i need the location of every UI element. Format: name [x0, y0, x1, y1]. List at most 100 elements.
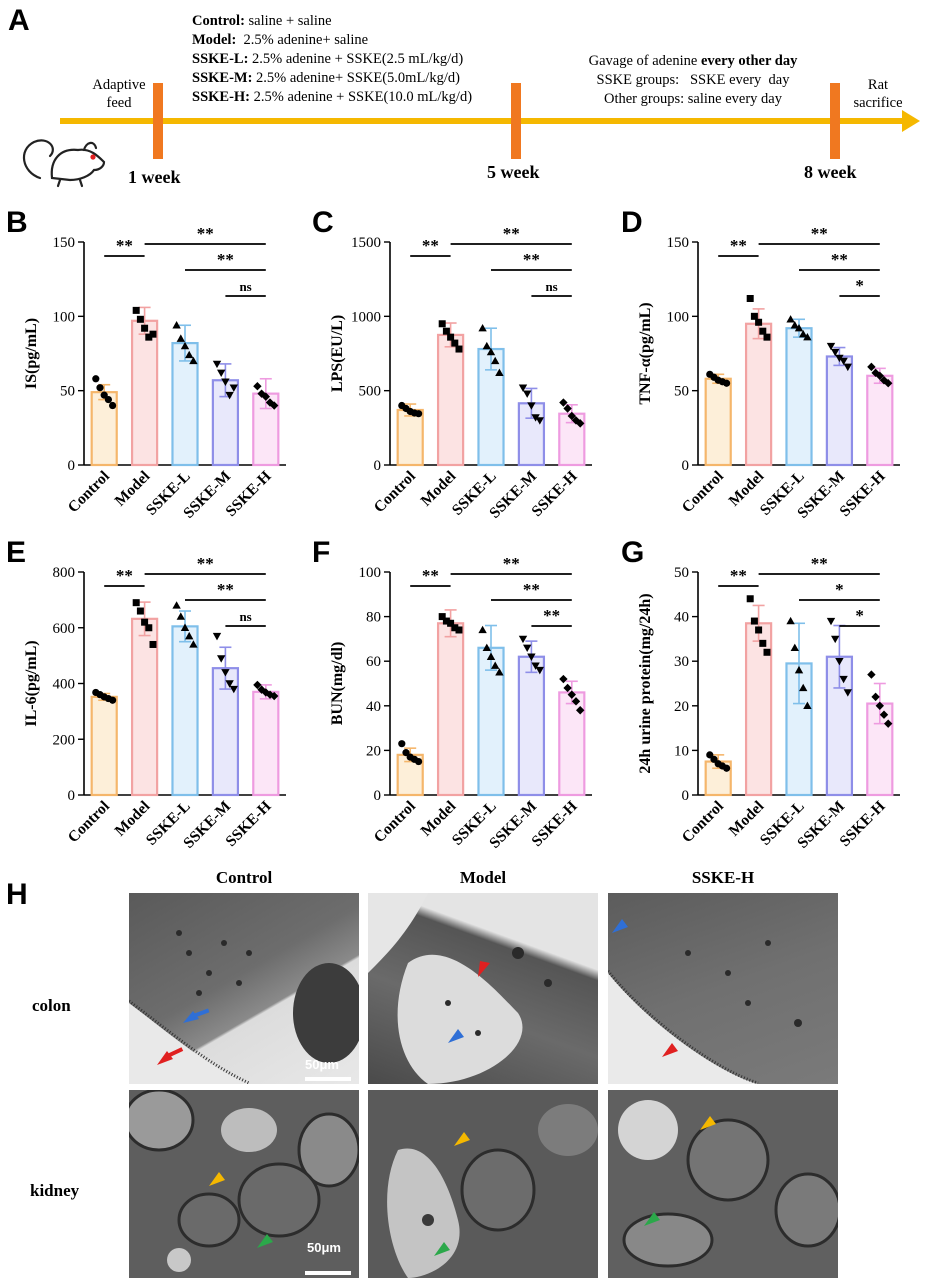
- y-tick-label: 0: [68, 788, 76, 804]
- y-tick-label: 0: [68, 458, 76, 474]
- y-axis-title: IL-6(pg/mL): [23, 640, 40, 726]
- y-tick-label: 50: [60, 384, 75, 400]
- data-point: [799, 329, 808, 338]
- data-point: [176, 334, 185, 342]
- significance-label: **: [197, 224, 214, 243]
- rat-eye-icon: [90, 154, 96, 160]
- panel-label-h: H: [6, 878, 28, 911]
- significance-label: **: [543, 606, 560, 625]
- chart-g: 0 10 20 30 40 50 24h urine protein(mg/24h) Cont…: [637, 554, 900, 852]
- gavage-label: Gavage of adenine every other day SSKE g…: [588, 53, 798, 107]
- x-tick-label: SSKE-H: [222, 798, 274, 850]
- adaptive-feed-label: Adaptive feed: [92, 77, 146, 111]
- micrograph-kidney-sske-h: [608, 1090, 838, 1278]
- data-point: [229, 384, 238, 392]
- data-point: [212, 360, 222, 369]
- data-point: [755, 318, 763, 326]
- scale-bar-label-colon: 50μm: [305, 1057, 339, 1072]
- micrograph-kidney-model: [368, 1090, 598, 1278]
- significance-label: **: [503, 554, 520, 573]
- group-model: Model: 2.5% adenine+ saline: [192, 32, 369, 48]
- data-point: [799, 683, 808, 692]
- y-tick-label: 800: [53, 565, 76, 581]
- bar: [744, 322, 773, 467]
- data-point: [831, 635, 840, 644]
- data-point: [149, 640, 157, 648]
- y-tick-label: 30: [674, 654, 689, 670]
- micrograph-colon-control-art: [129, 930, 359, 1084]
- significance-label: **: [217, 580, 234, 599]
- chart-b: 050100150IS(pg/mL)ControlModelSSKE-LSSKE…: [23, 224, 286, 520]
- panel-label-g: G: [621, 536, 645, 569]
- data-point: [527, 402, 536, 410]
- data-point: [794, 324, 804, 332]
- group-sske-m: SSKE-M: 2.5% adenine+ SSKE(5.0mL/kg/d): [192, 70, 460, 86]
- group-sske-l: SSKE-L: 2.5% adenine + SSKE(2.5 mL/kg/d): [192, 51, 464, 67]
- data-point: [398, 740, 406, 748]
- week8-marker: [830, 83, 840, 159]
- data-point: [104, 395, 112, 404]
- data-point: [180, 623, 190, 631]
- x-tick-label: Control: [679, 467, 728, 516]
- data-point: [141, 324, 149, 332]
- green-arrow-icon: [644, 1212, 660, 1226]
- significance-label: **: [422, 236, 439, 255]
- data-point: [871, 368, 880, 378]
- y-axis-title: BUN(mg/dl): [329, 642, 346, 726]
- micrograph-colon-control: 50μm: [129, 893, 359, 1084]
- x-tick-label: SSKE-H: [528, 468, 580, 520]
- data-point: [535, 417, 544, 425]
- y-tick-label: 0: [374, 788, 382, 804]
- y-axis-title: TNF-α(pg/mL): [637, 302, 654, 404]
- significance-label: **: [831, 250, 848, 269]
- x-tick-label: Control: [371, 797, 420, 846]
- data-point: [527, 653, 536, 661]
- week5-marker: [511, 83, 521, 159]
- data-point: [763, 648, 771, 656]
- data-point: [455, 626, 463, 634]
- bar: [517, 655, 546, 797]
- significance-label: *: [855, 606, 864, 625]
- data-point: [495, 368, 504, 377]
- data-point: [576, 706, 585, 715]
- week1-marker: [153, 83, 163, 159]
- bar: [90, 695, 118, 797]
- data-point: [132, 599, 140, 607]
- micrograph-colon-model: [368, 893, 598, 1084]
- data-point: [790, 643, 799, 652]
- micrograph-kidney-sske-h-art: [618, 1100, 838, 1268]
- data-point: [491, 356, 500, 365]
- bar: [171, 625, 199, 797]
- scale-bar-colon: [305, 1077, 351, 1081]
- y-tick-label: 0: [682, 458, 690, 474]
- data-point: [567, 411, 576, 421]
- data-point: [225, 391, 234, 400]
- week1-label: 1 week: [128, 167, 181, 187]
- micrograph-kidney-model-art: [387, 1104, 598, 1278]
- scale-bar-label-kidney: 50μm: [307, 1240, 341, 1255]
- data-point: [109, 696, 117, 704]
- data-point: [871, 692, 880, 702]
- data-point: [523, 644, 532, 653]
- blue-arrow-shaft: [192, 1008, 210, 1018]
- data-point: [229, 685, 238, 694]
- data-point: [563, 404, 572, 413]
- week5-label: 5 week: [487, 162, 540, 182]
- significance-label: **: [730, 236, 747, 255]
- data-point: [518, 635, 528, 644]
- x-tick-label: Control: [65, 797, 114, 846]
- red-arrow-icon: [662, 1043, 678, 1057]
- data-point: [759, 327, 767, 335]
- micrograph-colon-model-art: [368, 893, 552, 1084]
- data-point: [265, 398, 275, 407]
- y-tick-label: 20: [366, 743, 381, 759]
- data-point: [786, 315, 795, 323]
- week8-label: 8 week: [804, 162, 857, 182]
- data-point: [185, 631, 194, 640]
- data-point: [835, 658, 844, 666]
- data-point: [794, 665, 804, 674]
- data-point: [270, 401, 279, 410]
- data-point: [447, 333, 455, 341]
- timeline-arrow-head: [902, 110, 920, 132]
- data-point: [723, 379, 731, 387]
